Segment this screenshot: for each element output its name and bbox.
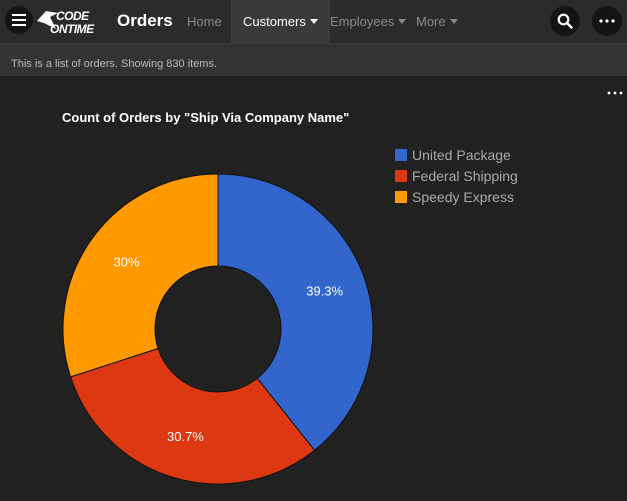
hamburger-menu-icon bbox=[12, 14, 26, 26]
page-title: Orders bbox=[117, 11, 173, 30]
hamburger-menu-button[interactable] bbox=[5, 6, 33, 34]
search-icon bbox=[557, 13, 573, 29]
chevron-down-icon bbox=[449, 19, 458, 25]
pie-slice-speedy-express[interactable] bbox=[62, 173, 219, 378]
nav-customers[interactable]: Customers bbox=[231, 0, 330, 43]
nav-more-label: More bbox=[416, 14, 446, 29]
top-navigation-bar: CODE ONTIME Orders Home Customers Employ… bbox=[0, 0, 627, 44]
legend-swatch bbox=[395, 169, 407, 182]
chart-title: Count of Orders by "Ship Via Company Nam… bbox=[62, 110, 350, 125]
legend-label: Federal Shipping bbox=[412, 167, 518, 184]
nav-employees[interactable]: Employees bbox=[330, 0, 407, 43]
pie-slice-united-package[interactable] bbox=[217, 173, 374, 451]
more-horizontal-icon bbox=[607, 91, 623, 95]
pie-slice-federal-shipping[interactable] bbox=[69, 347, 316, 485]
info-bar: This is a list of orders. Showing 830 it… bbox=[0, 44, 627, 76]
chevron-down-icon bbox=[309, 19, 318, 25]
chevron-down-icon bbox=[398, 19, 407, 25]
app-logo[interactable]: CODE ONTIME bbox=[36, 7, 98, 37]
slice-data-label: 39.3% bbox=[306, 284, 343, 299]
legend-label: United Package bbox=[412, 146, 511, 163]
logo-line-1: CODE bbox=[56, 9, 89, 23]
nav-employees-label: Employees bbox=[330, 14, 395, 29]
legend-item[interactable]: Speedy Express bbox=[395, 186, 518, 207]
slice-data-label: 30% bbox=[114, 255, 140, 270]
legend-item[interactable]: United Package bbox=[395, 144, 518, 165]
chart-options-button[interactable] bbox=[606, 84, 624, 95]
legend-swatch bbox=[395, 148, 407, 161]
nav-home-label: Home bbox=[187, 14, 222, 29]
nav-home[interactable]: Home bbox=[187, 0, 222, 43]
item-count-text: This is a list of orders. Showing 830 it… bbox=[11, 58, 218, 70]
legend-label: Speedy Express bbox=[412, 188, 514, 205]
logo-mark-icon bbox=[37, 11, 58, 29]
chart-legend: United Package Federal Shipping Speedy Exp… bbox=[395, 144, 518, 207]
search-button[interactable] bbox=[550, 6, 580, 36]
slice-data-label: 30.7% bbox=[167, 429, 204, 444]
more-options-icon bbox=[599, 19, 615, 23]
legend-swatch bbox=[395, 190, 407, 203]
legend-item[interactable]: Federal Shipping bbox=[395, 165, 518, 186]
logo-line-2: ONTIME bbox=[50, 22, 94, 36]
nav-more[interactable]: More bbox=[416, 0, 458, 43]
nav-customers-label: Customers bbox=[243, 14, 306, 29]
more-options-button[interactable] bbox=[592, 6, 622, 36]
